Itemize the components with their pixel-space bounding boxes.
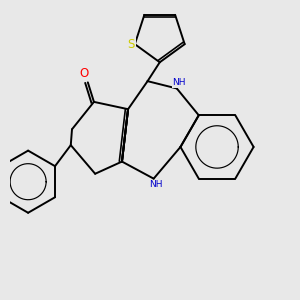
Text: O: O: [80, 67, 89, 80]
Text: NH: NH: [149, 180, 163, 189]
Text: S: S: [128, 38, 135, 51]
Text: NH: NH: [172, 78, 186, 87]
